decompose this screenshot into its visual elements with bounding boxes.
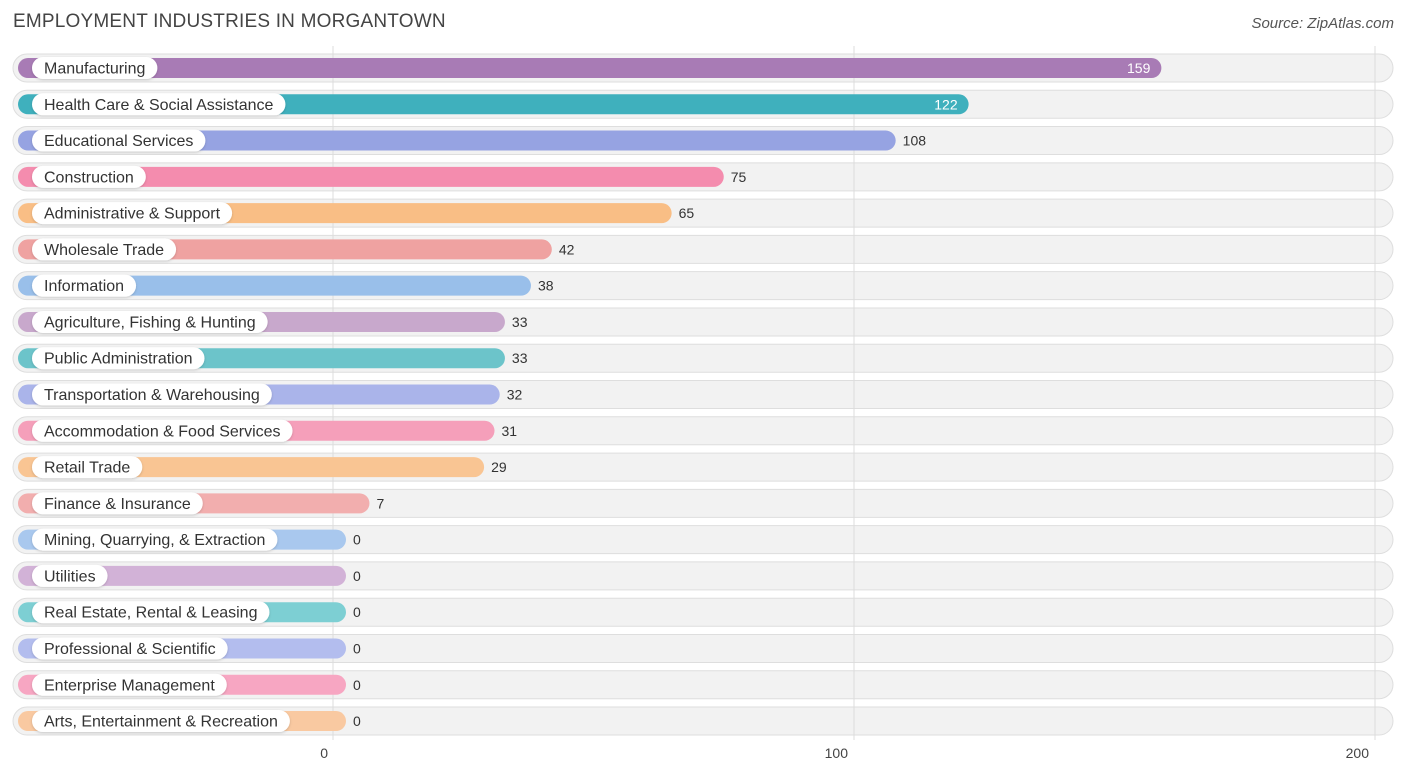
bar [18, 166, 724, 187]
bar-value: 108 [903, 133, 927, 149]
bar-value: 32 [507, 387, 523, 403]
bar-label: Utilities [44, 568, 96, 585]
bar-label: Enterprise Management [44, 677, 215, 694]
bar-value: 31 [502, 423, 518, 439]
bar-value: 75 [731, 169, 747, 185]
bar-label-pill [32, 601, 270, 624]
chart-title: EMPLOYMENT INDUSTRIES IN MORGANTOWN [13, 11, 446, 32]
bar [18, 58, 1162, 78]
bar-label-pill [32, 564, 108, 587]
bar-value: 0 [353, 677, 361, 693]
bar-value: 33 [512, 350, 528, 366]
row-track [12, 525, 1394, 555]
bar-label-pill [32, 673, 227, 696]
bar-value: 0 [353, 640, 361, 656]
bar-label-pill [32, 274, 137, 297]
row-track [12, 633, 1394, 663]
bar-label: Administrative & Support [44, 206, 221, 223]
x-tick-label: 0 [320, 745, 328, 761]
x-tick-label: 100 [825, 745, 849, 761]
bar-value: 0 [353, 604, 361, 620]
row-track [12, 706, 1394, 736]
bar-label-pill [32, 347, 205, 370]
bar-label-pill [32, 710, 290, 733]
bar-label-pill [32, 57, 158, 79]
bar-value: 159 [1127, 60, 1151, 76]
bar-value: 7 [376, 495, 384, 511]
bar-value: 42 [559, 241, 575, 257]
bar-label-pill [32, 383, 272, 406]
bar-value: 33 [512, 314, 528, 330]
bar-label-pill [32, 528, 278, 551]
bar-value: 65 [679, 205, 695, 221]
bar-label: Arts, Entertainment & Recreation [44, 714, 278, 731]
bar-label-pill [32, 129, 206, 152]
bar-label-pill [32, 637, 228, 660]
bar-label: Educational Services [44, 133, 193, 150]
bar-label: Mining, Quarrying, & Extraction [44, 532, 265, 549]
bar-label-pill [32, 93, 286, 116]
bar-label: Construction [44, 169, 134, 186]
x-tick-label: 200 [1346, 745, 1370, 761]
source-credit: Source: ZipAtlas.com [1251, 15, 1394, 32]
bar-label: Real Estate, Rental & Leasing [44, 605, 257, 622]
bar-label-pill [32, 310, 268, 333]
bar-value: 0 [353, 713, 361, 729]
bar-label: Information [44, 278, 124, 295]
bar-label-pill [32, 202, 233, 225]
bar-value: 0 [353, 568, 361, 584]
bar-value: 29 [491, 459, 507, 475]
bar-label: Professional & Scientific [44, 641, 216, 658]
bar-label: Public Administration [44, 351, 193, 368]
bar-value: 122 [934, 96, 958, 112]
bar-label: Agriculture, Fishing & Hunting [44, 314, 256, 331]
bar-label: Health Care & Social Assistance [44, 97, 274, 114]
bar-label-pill [32, 456, 143, 479]
bar [18, 130, 896, 151]
row-track [12, 670, 1394, 700]
row-track [12, 561, 1394, 591]
bar-label: Retail Trade [44, 460, 130, 477]
bar [18, 275, 531, 296]
row-track [12, 597, 1394, 627]
bar-label: Accommodation & Food Services [44, 423, 281, 440]
bar-label-pill [32, 238, 177, 261]
bar-label: Manufacturing [44, 61, 145, 78]
bar-label-pill [32, 492, 203, 515]
bar-label-pill [32, 165, 146, 188]
bar-label: Transportation & Warehousing [44, 387, 260, 404]
bar-value: 38 [538, 278, 554, 294]
bar-label: Wholesale Trade [44, 242, 164, 259]
bar-label-pill [32, 419, 293, 442]
bar-value: 0 [353, 532, 361, 548]
bar-label: Finance & Insurance [44, 496, 191, 513]
